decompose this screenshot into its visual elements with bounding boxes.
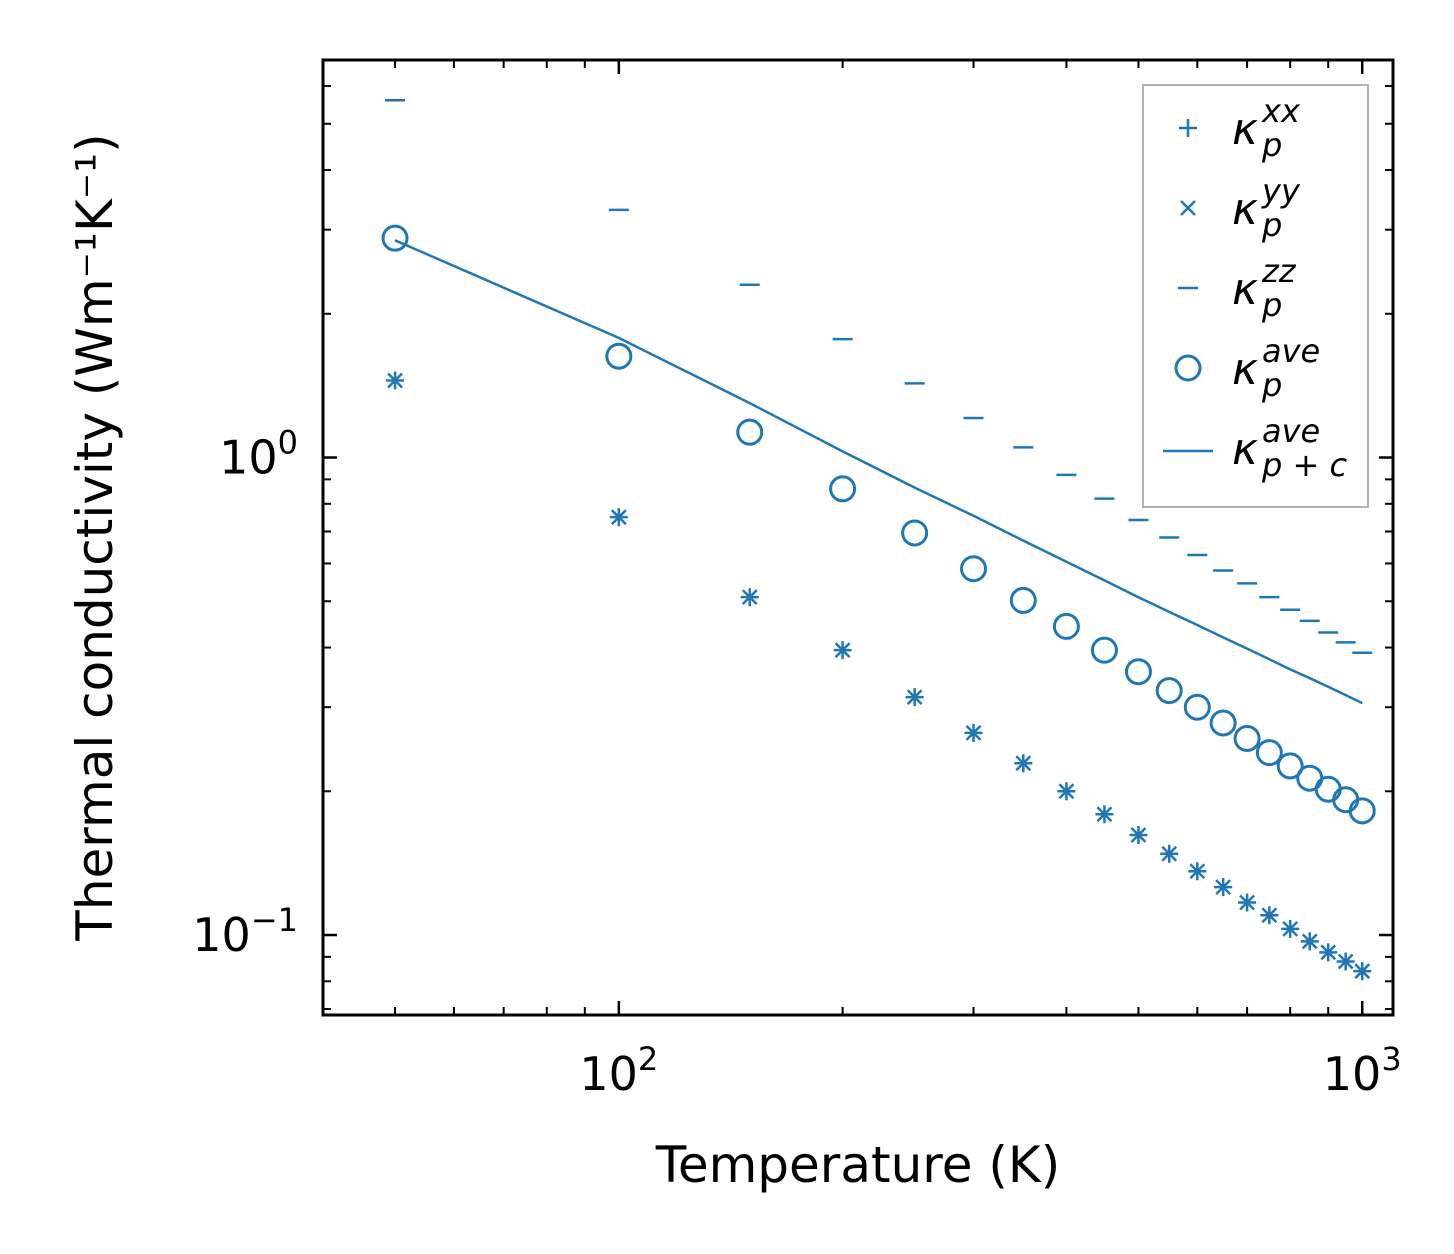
x-axis-label: Temperature (K) bbox=[655, 1136, 1060, 1194]
legend-label: κ yy p bbox=[1232, 172, 1301, 244]
data-point bbox=[1015, 755, 1032, 772]
data-point bbox=[1301, 933, 1318, 950]
data-point bbox=[1314, 775, 1342, 803]
legend-frame bbox=[1142, 84, 1369, 508]
data-point bbox=[965, 725, 982, 741]
data-point bbox=[1296, 764, 1324, 792]
data-point bbox=[1282, 921, 1299, 937]
data-point bbox=[1261, 907, 1278, 924]
data-point bbox=[736, 418, 764, 446]
y-tick-label: 100 bbox=[219, 424, 298, 485]
data-point bbox=[960, 555, 988, 583]
data-point bbox=[1052, 612, 1080, 640]
legend-label: κ ave p + c bbox=[1232, 412, 1347, 484]
data-point bbox=[1058, 783, 1075, 800]
data-point bbox=[1161, 845, 1178, 862]
legend-label: κ ave p bbox=[1232, 332, 1320, 404]
data-point bbox=[1096, 806, 1113, 823]
data-point bbox=[1155, 677, 1183, 705]
data-point bbox=[610, 509, 627, 526]
legend-label: κ zz p bbox=[1232, 252, 1297, 324]
legend-entry: κ ave p bbox=[1174, 332, 1320, 404]
data-point bbox=[1130, 827, 1147, 843]
legend-entry: κ yy p bbox=[1180, 172, 1301, 244]
legend-label: κ xx p bbox=[1232, 92, 1301, 164]
data-point bbox=[1320, 944, 1337, 961]
legend-entry: κ xx p bbox=[1179, 92, 1301, 164]
x-tick-label: 103 bbox=[1323, 1040, 1402, 1101]
legend-swatch bbox=[1180, 200, 1196, 216]
tick-labels: 102 103 10−1 100 bbox=[192, 424, 1401, 1101]
data-point bbox=[1233, 724, 1261, 752]
data-point bbox=[906, 689, 923, 705]
legend-entry: κ zz p bbox=[1178, 252, 1297, 324]
data-point bbox=[1189, 863, 1206, 880]
series-zz-p bbox=[385, 99, 1373, 655]
data-point bbox=[381, 224, 409, 252]
data-point bbox=[829, 475, 857, 503]
series-ave-p bbox=[381, 224, 1376, 825]
data-point bbox=[1276, 752, 1304, 780]
series-layer bbox=[381, 99, 1376, 981]
data-point bbox=[834, 642, 851, 659]
data-point bbox=[1348, 797, 1376, 825]
series-ave-pc bbox=[394, 239, 1363, 705]
x-tick-label: 102 bbox=[579, 1040, 658, 1101]
data-point bbox=[1009, 586, 1037, 614]
data-point bbox=[1337, 953, 1354, 970]
data-point bbox=[1332, 786, 1360, 814]
legend-swatch bbox=[1174, 354, 1202, 382]
data-point bbox=[1255, 739, 1283, 767]
y-axis-label: Thermal conductivity (Wm⁻¹K⁻¹) bbox=[66, 133, 124, 941]
series-yy-p bbox=[387, 372, 1371, 980]
data-point bbox=[1215, 879, 1232, 895]
data-point bbox=[387, 372, 403, 389]
legend-swatch bbox=[1179, 119, 1197, 137]
legend: κ xx p κ yy p κ zz p κ ave p κ ave p + c bbox=[1142, 84, 1369, 508]
y-tick-label: 10−1 bbox=[192, 901, 298, 962]
legend-entries: κ xx p κ yy p κ zz p κ ave p κ ave p + c bbox=[1163, 92, 1347, 484]
data-point bbox=[1183, 693, 1211, 721]
data-point bbox=[1354, 963, 1371, 980]
data-point bbox=[1239, 894, 1255, 911]
data-point bbox=[1209, 709, 1237, 737]
plot-frame bbox=[321, 58, 1395, 1017]
data-point bbox=[901, 519, 929, 547]
legend-entry: κ ave p + c bbox=[1163, 412, 1347, 484]
series-line bbox=[394, 239, 1363, 705]
data-point bbox=[1090, 636, 1118, 664]
data-point bbox=[741, 589, 758, 606]
data-point bbox=[605, 342, 633, 370]
data-point bbox=[1124, 658, 1152, 686]
